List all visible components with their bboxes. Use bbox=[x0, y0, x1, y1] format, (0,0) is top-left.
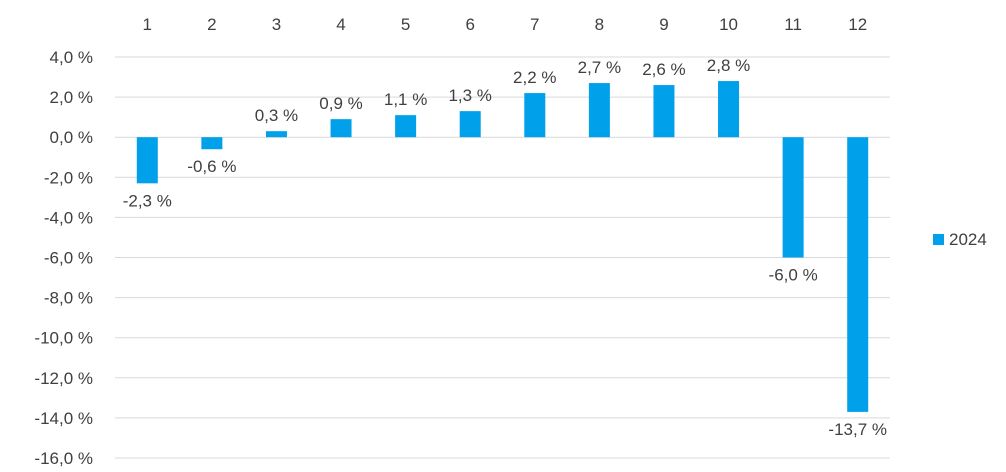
bar bbox=[201, 137, 223, 150]
data-label: 2,6 % bbox=[642, 60, 685, 79]
bar bbox=[265, 131, 287, 138]
bar bbox=[782, 137, 804, 258]
data-label: 0,3 % bbox=[255, 106, 298, 125]
x-tick-label: 8 bbox=[595, 15, 604, 34]
y-axis-tick-labels: 4,0 % 2,0 % 0,0 % -2,0 % -4,0 % -6,0 % -8,0 % -… bbox=[34, 48, 93, 468]
x-tick-label: 10 bbox=[719, 15, 738, 34]
y-tick-label: -16,0 % bbox=[34, 449, 93, 467]
legend-swatch bbox=[933, 234, 944, 245]
y-tick-label: 2,0 % bbox=[50, 88, 93, 107]
bars bbox=[136, 81, 869, 412]
y-tick-label: 0,0 % bbox=[50, 128, 93, 147]
bar bbox=[136, 137, 158, 184]
x-tick-label: 9 bbox=[659, 15, 668, 34]
bar bbox=[588, 83, 610, 138]
y-tick-label: -8,0 % bbox=[44, 289, 93, 308]
y-tick-label: -14,0 % bbox=[34, 409, 93, 428]
x-tick-label: 5 bbox=[401, 15, 410, 34]
x-axis-tick-labels: 1 2 3 4 5 6 7 8 9 10 11 12 bbox=[143, 15, 868, 34]
data-label: 2,2 % bbox=[513, 68, 556, 87]
bar bbox=[459, 111, 481, 138]
bar bbox=[330, 119, 352, 138]
bar bbox=[524, 93, 546, 138]
data-label: -13,7 % bbox=[828, 420, 887, 439]
bar bbox=[847, 137, 869, 412]
data-label: 1,1 % bbox=[384, 90, 427, 109]
x-tick-label: 11 bbox=[784, 15, 802, 34]
gridlines bbox=[115, 56, 890, 459]
x-tick-label: 6 bbox=[465, 15, 474, 34]
y-tick-label: -4,0 % bbox=[44, 208, 93, 227]
data-label: -0,6 % bbox=[187, 157, 236, 176]
x-tick-label: 4 bbox=[336, 15, 345, 34]
data-labels: -2,3 % -0,6 % 0,3 % 0,9 % 1,1 % 1,3 % 2,2 % 2,7… bbox=[123, 56, 887, 439]
bar bbox=[653, 85, 675, 138]
data-label: 0,9 % bbox=[319, 94, 362, 113]
legend: 2024 bbox=[933, 230, 987, 249]
data-label: 2,8 % bbox=[707, 56, 750, 75]
data-label: -2,3 % bbox=[123, 191, 172, 210]
data-label: 1,3 % bbox=[448, 86, 491, 105]
x-tick-label: 12 bbox=[848, 15, 867, 34]
legend-label: 2024 bbox=[949, 230, 987, 249]
x-tick-label: 7 bbox=[530, 15, 539, 34]
y-tick-label: -2,0 % bbox=[44, 168, 93, 187]
x-tick-label: 3 bbox=[272, 15, 281, 34]
bar bbox=[718, 81, 740, 138]
y-tick-label: -12,0 % bbox=[34, 369, 93, 388]
y-tick-label: -10,0 % bbox=[34, 329, 93, 348]
y-tick-label: -6,0 % bbox=[44, 249, 93, 268]
x-tick-label: 1 bbox=[143, 15, 152, 34]
bar bbox=[395, 115, 417, 138]
x-tick-label: 2 bbox=[207, 15, 216, 34]
data-label: -6,0 % bbox=[769, 266, 818, 285]
y-tick-label: 4,0 % bbox=[50, 48, 93, 67]
data-label: 2,7 % bbox=[578, 58, 621, 77]
